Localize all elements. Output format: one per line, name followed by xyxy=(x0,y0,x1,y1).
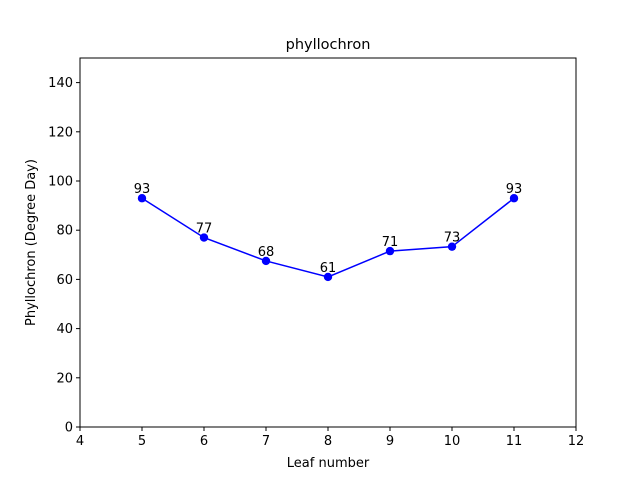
y-tick-label: 0 xyxy=(65,421,73,436)
plot-area xyxy=(80,58,576,427)
data-point xyxy=(137,194,147,203)
x-tick-label: 5 xyxy=(138,434,146,449)
series-layer xyxy=(137,194,519,282)
x-tick-label: 9 xyxy=(386,434,394,449)
data-point xyxy=(323,272,333,282)
data-label-layer: 93 77 68 61 71 73 93 xyxy=(134,182,523,276)
x-tick-label: 12 xyxy=(568,434,585,449)
y-tick-label: 20 xyxy=(56,371,73,386)
y-tick-label: 140 xyxy=(48,76,73,91)
x-tick-label: 4 xyxy=(76,434,84,449)
chart-title: phyllochron xyxy=(286,37,371,53)
x-tick-label: 6 xyxy=(200,434,208,449)
y-tick-label: 100 xyxy=(48,175,73,190)
x-tick-label: 11 xyxy=(506,434,523,449)
data-label: 68 xyxy=(258,245,275,260)
x-axis-label: Leaf number xyxy=(287,456,370,471)
x-tick-label: 7 xyxy=(262,434,270,449)
data-label: 61 xyxy=(320,261,337,276)
data-point xyxy=(385,246,395,256)
y-tick-label: 60 xyxy=(56,273,73,288)
data-label: 93 xyxy=(506,182,523,197)
data-point xyxy=(261,256,271,266)
x-axis: 4 5 6 7 8 9 10 11 12 xyxy=(76,427,584,449)
data-label: 71 xyxy=(382,235,399,250)
data-label: 93 xyxy=(134,182,151,197)
data-point xyxy=(509,194,519,203)
y-tick-label: 40 xyxy=(56,322,73,337)
data-point xyxy=(447,242,457,251)
data-label: 73 xyxy=(444,231,461,246)
plot-frame xyxy=(79,57,577,428)
x-tick-label: 8 xyxy=(324,434,332,449)
x-tick-label: 10 xyxy=(444,434,461,449)
y-axis-label: Phyllochron (Degree Day) xyxy=(24,159,39,326)
data-label: 77 xyxy=(196,222,213,237)
y-tick-label: 120 xyxy=(48,125,73,140)
y-tick-label: 80 xyxy=(56,224,73,239)
y-axis: 0 20 40 60 80 100 120 140 xyxy=(48,76,80,436)
data-point xyxy=(199,233,209,242)
